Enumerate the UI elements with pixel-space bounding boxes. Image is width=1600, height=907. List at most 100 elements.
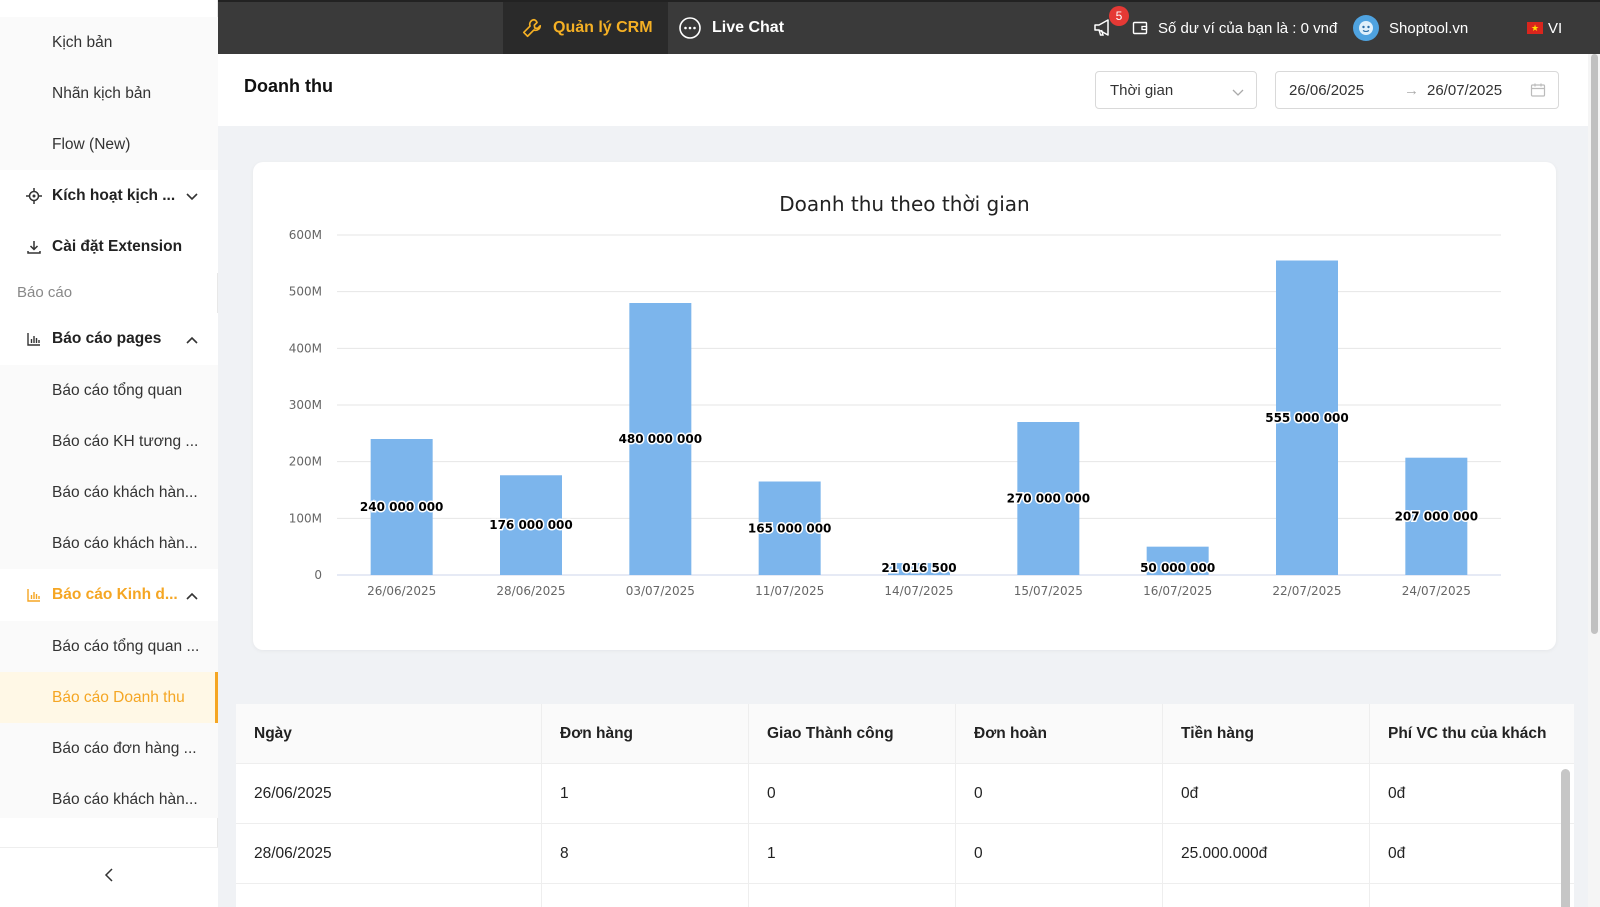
y-tick-label: 600M: [289, 228, 322, 242]
notification-button[interactable]: 5: [1093, 2, 1129, 54]
sidebar-item-label: Báo cáo đơn hàng ...: [52, 740, 197, 757]
sidebar-item-label: Flow (New): [52, 136, 131, 153]
sidebar-item-label: Báo cáo khách hàn...: [52, 535, 198, 552]
sidebar-item-bao-cao-kh-tuong-tac[interactable]: Báo cáo KH tương ...: [0, 416, 218, 468]
data-label: 21 016 500: [881, 561, 956, 575]
chat-bubble-icon: [679, 17, 701, 39]
table-cell: [542, 884, 749, 907]
revenue-bar-chart: 0 100M 200M 300M 400M 500M 600M 26/06/2025 240 0…: [289, 228, 1501, 598]
x-tick-label: 16/07/2025: [1143, 584, 1212, 598]
sidebar-item-bao-cao-khach-hang-2[interactable]: Báo cáo khách hàn...: [0, 518, 218, 570]
sidebar-item-label: Kích hoạt kịch ...: [52, 187, 176, 204]
sidebar-item-kich-hoat-kich-ban[interactable]: Kích hoạt kịch ...: [0, 170, 218, 222]
date-to[interactable]: 26/07/2025: [1427, 81, 1503, 99]
download-icon: [25, 239, 43, 255]
column-header-don-hoan[interactable]: Đơn hoàn: [956, 704, 1163, 764]
bar: [1405, 457, 1468, 575]
table-cell: [956, 884, 1163, 907]
sidebar-item-label: Báo cáo pages: [52, 330, 162, 347]
sidebar-item-bao-cao-pages[interactable]: Báo cáo pages: [0, 313, 218, 365]
table-cell: 0đ: [1388, 845, 1406, 862]
sidebar-item-bao-cao-tong-quan-kd[interactable]: Báo cáo tổng quan ...: [0, 621, 218, 673]
sidebar-item-bao-cao-khach-hang-1[interactable]: Báo cáo khách hàn...: [0, 467, 218, 519]
tab-label: Quản lý CRM: [553, 19, 653, 36]
table-cell: [236, 884, 542, 907]
sidebar-item-label: Cài đặt Extension: [52, 238, 183, 255]
page-title: Doanh thu: [244, 76, 333, 96]
bar: [1146, 546, 1209, 575]
y-tick-label: 300M: [289, 398, 322, 412]
user-menu[interactable]: Shoptool.vn: [1353, 2, 1468, 54]
sidebar-group-bao-cao: Báo cáo: [17, 284, 73, 301]
table-cell: 0đ: [1163, 764, 1370, 824]
revenue-chart-card: Doanh thu theo thời gian 0 100M 200M 300M 40…: [253, 162, 1556, 650]
table-cell: 28/06/2025: [236, 824, 542, 884]
x-tick-label: 26/06/2025: [367, 584, 436, 598]
chart-title: Doanh thu theo thời gian: [779, 192, 1030, 216]
table-cell: 26/06/2025: [236, 764, 542, 824]
data-label: 207 000 000: [1395, 509, 1479, 523]
column-header-don-hang[interactable]: Đơn hàng: [542, 704, 749, 764]
table-cell: 0: [749, 764, 956, 824]
sidebar-item-kich-ban[interactable]: Kịch bản: [0, 17, 218, 69]
table-cell: 0: [956, 764, 1163, 824]
sidebar-item-label: Báo cáo Doanh thu: [52, 689, 185, 706]
wrench-icon: [522, 18, 542, 38]
language-label: VI: [1548, 19, 1563, 37]
table-cell: 1: [542, 764, 749, 824]
bar-chart-icon: [25, 331, 43, 347]
language-selector[interactable]: ★ VI: [1527, 2, 1562, 54]
page-scrollbar[interactable]: [1588, 54, 1600, 907]
tab-quan-ly-crm[interactable]: Quản lý CRM: [503, 2, 668, 54]
column-header-ngay[interactable]: Ngày: [236, 704, 542, 764]
y-tick-label: 400M: [289, 341, 322, 355]
date-from[interactable]: 26/06/2025: [1289, 81, 1365, 99]
y-tick-label: 500M: [289, 285, 322, 299]
table-row[interactable]: [236, 884, 1574, 907]
bar: [370, 439, 433, 575]
sidebar-item-bao-cao-doanh-thu[interactable]: Báo cáo Doanh thu: [0, 672, 218, 724]
bar: [629, 303, 692, 575]
column-header-tien-hang[interactable]: Tiền hàng: [1163, 704, 1370, 764]
calendar-icon: [1530, 82, 1546, 102]
sidebar-item-label: Báo cáo Kinh d...: [52, 586, 178, 603]
sidebar-item-label: Báo cáo tổng quan: [52, 382, 183, 399]
sidebar-item-bao-cao-kinh-doanh[interactable]: Báo cáo Kinh d...: [0, 569, 218, 621]
sidebar-item-flow-new[interactable]: Flow (New): [0, 119, 218, 171]
table-row[interactable]: 28/06/2025 8 1 0 25.000.000đ 0đ: [236, 824, 1574, 884]
sidebar-item-nhan-kich-ban[interactable]: Nhãn kịch bản: [0, 68, 218, 120]
y-tick-label: 0: [314, 568, 322, 582]
column-header-giao-thanh-cong[interactable]: Giao Thành công: [749, 704, 956, 764]
sidebar-collapse-button[interactable]: [0, 847, 218, 907]
x-tick-label: 24/07/2025: [1402, 584, 1471, 598]
table-scrollbar[interactable]: [1561, 769, 1570, 907]
chevron-down-icon: [1232, 84, 1244, 101]
data-label: 165 000 000: [748, 521, 832, 535]
bar: [500, 475, 562, 575]
wallet-text: Số dư ví của bạn là : 0 vnđ: [1158, 19, 1338, 37]
data-label: 555 000 000: [1265, 411, 1349, 425]
page-header: Doanh thu Thời gian 26/06/2025 → 26/07/2…: [218, 54, 1600, 126]
sidebar-item-bao-cao-don-hang[interactable]: Báo cáo đơn hàng ...: [0, 723, 218, 775]
sidebar-item-cai-dat-extension[interactable]: Cài đặt Extension: [0, 221, 218, 273]
date-range-picker[interactable]: 26/06/2025 → 26/07/2025: [1275, 71, 1559, 109]
sidebar-item-bao-cao-tong-quan[interactable]: Báo cáo tổng quan: [0, 365, 218, 417]
x-tick-label: 22/07/2025: [1272, 584, 1341, 598]
sidebar-item-bao-cao-khach-hang-3[interactable]: Báo cáo khách hàn...: [0, 774, 218, 818]
data-label: 480 000 000: [619, 432, 703, 446]
bar: [1276, 260, 1338, 575]
table-cell: 0đ: [1388, 785, 1406, 802]
wallet-icon: [1132, 21, 1148, 35]
time-select[interactable]: Thời gian: [1095, 71, 1257, 109]
sidebar-menu: Kịch bản Nhãn kịch bản Flow (New) Kích h…: [0, 0, 218, 818]
column-header-phi-vc[interactable]: Phí VC thu của khách: [1388, 725, 1547, 742]
chevron-left-icon: [104, 868, 114, 887]
table-cell: 1: [749, 824, 956, 884]
page-scrollbar-thumb[interactable]: [1591, 54, 1598, 634]
notification-badge: 5: [1109, 6, 1129, 26]
table-row[interactable]: 26/06/2025 1 0 0 0đ 0đ: [236, 764, 1574, 824]
user-name: Shoptool.vn: [1389, 19, 1469, 37]
sidebar-item-label: Kịch bản: [52, 34, 113, 51]
time-select-value: Thời gian: [1110, 81, 1174, 99]
tab-live-chat[interactable]: Live Chat: [678, 2, 784, 54]
